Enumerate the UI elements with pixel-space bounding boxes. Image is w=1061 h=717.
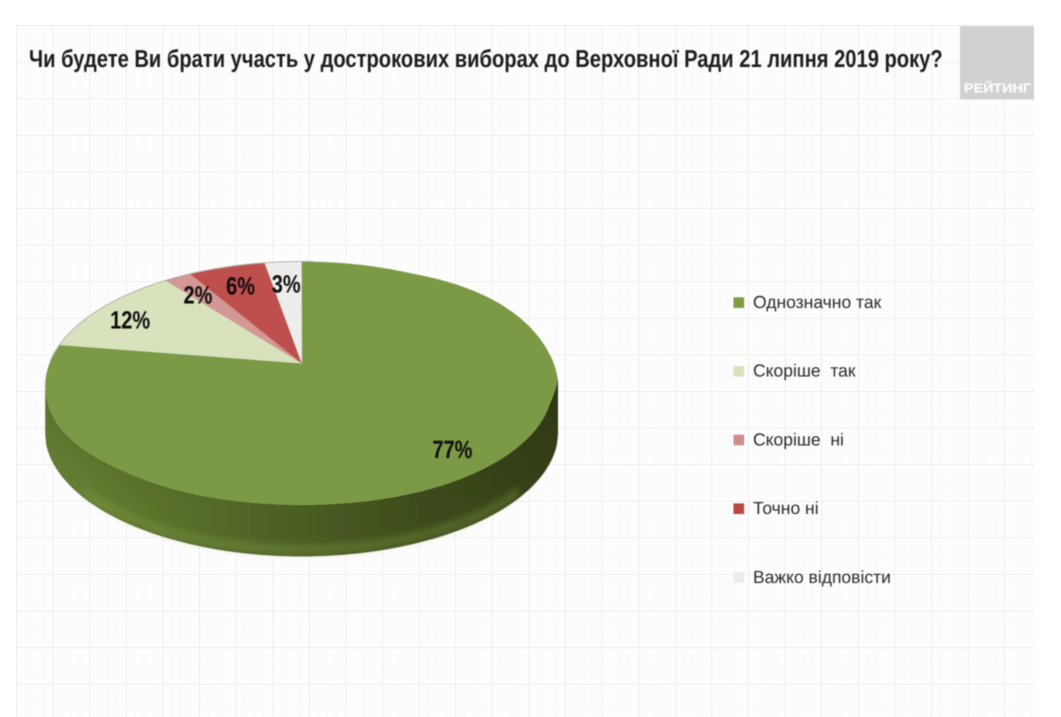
svg-text:2%: 2%: [184, 282, 213, 310]
svg-text:РЕЙТИНГ: РЕЙТИНГ: [964, 81, 1032, 96]
svg-text:Важко відповісти: Важко відповісти: [753, 567, 891, 587]
svg-text:6%: 6%: [226, 273, 255, 301]
svg-text:Скоріше ні: Скоріше ні: [753, 429, 844, 449]
svg-text:Скоріше так: Скоріше так: [753, 361, 856, 381]
svg-text:Точно ні: Точно ні: [753, 498, 819, 518]
svg-text:Чи будете Ви брати участь у до: Чи будете Ви брати участь у дострокових …: [29, 46, 943, 73]
svg-text:3%: 3%: [272, 270, 301, 298]
svg-text:12%: 12%: [110, 306, 150, 334]
svg-text:Однозначно так: Однозначно так: [753, 292, 882, 312]
svg-text:77%: 77%: [432, 436, 472, 464]
